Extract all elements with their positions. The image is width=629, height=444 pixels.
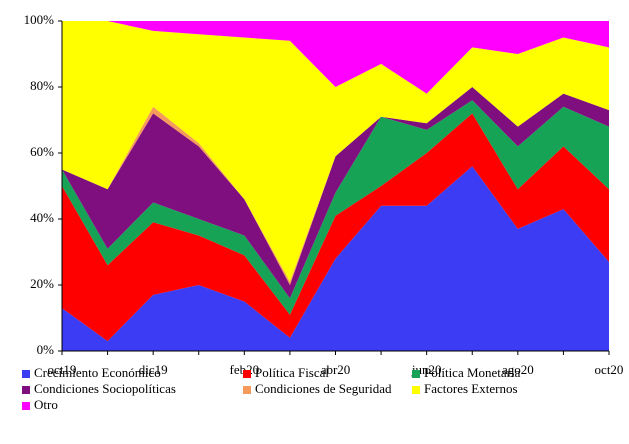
x-tick-label: ago20 xyxy=(502,362,534,377)
legend-swatch xyxy=(22,386,30,394)
legend-swatch xyxy=(412,370,420,378)
legend-label: Condiciones Sociopolíticas xyxy=(34,381,176,396)
y-tick-label: 60% xyxy=(30,144,54,159)
legend-label: Política Monetaria xyxy=(424,365,521,380)
y-tick-label: 40% xyxy=(30,210,54,225)
legend-label: Política Fiscal xyxy=(255,365,329,380)
legend-swatch xyxy=(22,370,30,378)
legend-label: Otro xyxy=(34,397,58,412)
x-tick-label: dic19 xyxy=(139,362,168,377)
area xyxy=(62,113,609,342)
x-tick-label: abr20 xyxy=(321,362,351,377)
legend-swatch xyxy=(243,370,251,378)
y-tick-label: 20% xyxy=(30,276,54,291)
x-tick-label: oct19 xyxy=(48,362,77,377)
legend-label: Crecimiento Económico xyxy=(34,365,161,380)
area xyxy=(62,21,609,282)
area xyxy=(62,21,609,94)
legend-label: Condiciones de Seguridad xyxy=(255,381,392,396)
area xyxy=(62,100,609,315)
legend-swatch xyxy=(243,386,251,394)
legend-swatch xyxy=(22,402,30,410)
y-tick-label: 80% xyxy=(30,78,54,93)
x-tick-label: oct20 xyxy=(595,362,624,377)
y-tick-label: 0% xyxy=(37,342,55,357)
legend-swatch xyxy=(412,386,420,394)
y-tick-label: 100% xyxy=(24,12,55,27)
area xyxy=(62,87,609,299)
x-tick-label: feb20 xyxy=(230,362,260,377)
legend-label: Factores Externos xyxy=(424,381,518,396)
